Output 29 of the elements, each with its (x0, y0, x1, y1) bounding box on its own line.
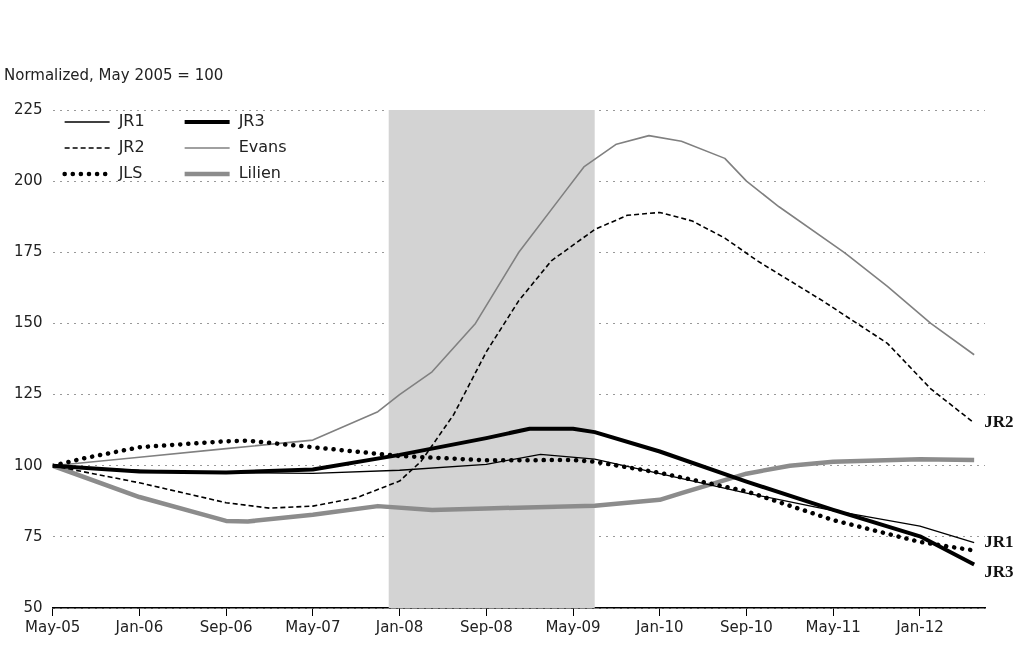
annotation: JR2 (984, 412, 1014, 432)
x-tick-label: May-07 (285, 617, 341, 636)
x-tick-label: Jan-08 (374, 617, 424, 636)
y-tick-label: 225 (13, 99, 43, 118)
x-tick-label: Jan-06 (114, 617, 164, 636)
legend-label: JR1 (117, 111, 145, 131)
annotation: JR1 (984, 531, 1014, 551)
x-tick-label: May-05 (25, 617, 81, 636)
y-tick-label: 75 (23, 526, 43, 545)
x-tick-label: Jan-10 (634, 617, 684, 636)
x-tick-label: Sep-10 (720, 617, 773, 636)
x-tick-label: May-09 (545, 617, 601, 636)
x-tick-label: Sep-08 (459, 617, 513, 636)
y-tick-label: 175 (13, 242, 43, 261)
y-tick-label: 50 (23, 597, 43, 616)
legend-label: Evans (238, 137, 287, 157)
y-axis-title: Normalized, May 2005 = 100 (4, 65, 224, 84)
y-tick-label: 100 (13, 455, 43, 474)
y-tick-label: 200 (13, 171, 43, 190)
x-tick-label: Sep-06 (199, 617, 253, 636)
y-tick-label: 150 (13, 313, 43, 332)
legend-label: JLS (117, 163, 143, 183)
x-tick-label: May-11 (805, 617, 861, 636)
legend-label: Lilien (238, 163, 281, 183)
y-tick-label: 125 (13, 384, 43, 403)
legend-label: JR2 (117, 137, 145, 157)
legend-label: JR3 (237, 111, 265, 131)
annotation: JR3 (984, 561, 1014, 581)
x-tick-label: Jan-12 (895, 617, 944, 636)
